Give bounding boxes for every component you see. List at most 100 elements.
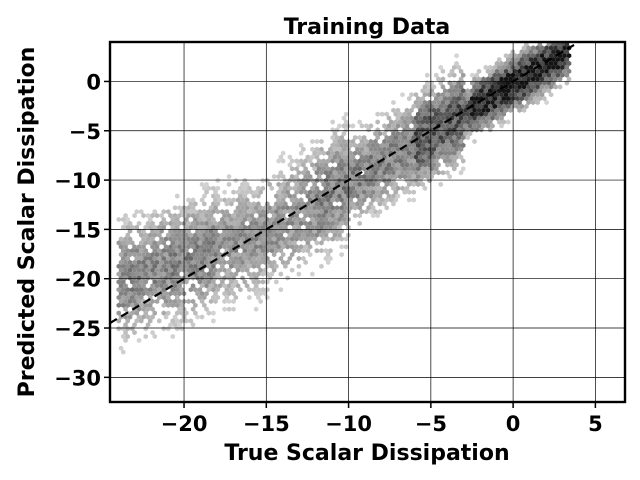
hexbin-cell	[303, 166, 308, 172]
hexbin-cell	[276, 213, 281, 219]
hexbin-cell	[125, 255, 130, 262]
hexbin-cell	[334, 174, 340, 180]
hexbin-cell	[190, 236, 196, 242]
hexbin-cell	[121, 248, 126, 254]
hexbin-cell	[220, 255, 225, 262]
hexbin-cell	[289, 158, 295, 164]
hexbin-cell	[267, 181, 272, 187]
hexbin-cell	[260, 248, 266, 254]
hexbin-cell	[152, 255, 157, 262]
hexbin-cell	[208, 213, 214, 219]
hexbin-cell	[370, 166, 376, 172]
hexbin-cell	[301, 170, 306, 176]
hexbin-cell	[292, 185, 297, 191]
hexbin-cell	[121, 279, 126, 285]
hexbin-cell	[515, 64, 520, 70]
title-group: Training Data	[284, 15, 451, 40]
hexbin-cell	[217, 244, 223, 250]
hexbin-cell	[440, 115, 446, 121]
hexbin-cell	[355, 193, 360, 199]
hexbin-cell	[352, 135, 358, 141]
hexbin-cell	[328, 185, 333, 191]
hexbin-cell	[481, 99, 486, 106]
hexbin-cell	[528, 88, 534, 94]
hexbin-cell	[422, 92, 428, 98]
hexbin-cell	[454, 123, 459, 129]
hexbin-cell	[512, 60, 518, 67]
hexbin-cell	[278, 287, 284, 293]
hexbin-cell	[240, 244, 245, 250]
hexbin-cell	[143, 240, 148, 246]
hexbin-cell	[398, 111, 403, 117]
hexbin-cell	[461, 135, 466, 141]
hexbin-cell	[204, 283, 209, 289]
hexbin-cell	[494, 84, 500, 90]
hexbin-cell	[476, 107, 482, 113]
hexbin-cell	[551, 49, 556, 55]
hexbin-cell	[368, 209, 374, 215]
hexbin-cell	[400, 170, 405, 176]
hexbin-cell	[352, 181, 358, 187]
hexbin-cell	[148, 302, 153, 308]
hexbin-cell	[287, 232, 293, 238]
hexbin-cell	[438, 119, 443, 125]
hexbin-cell	[193, 310, 198, 316]
hexbin-cell	[533, 57, 538, 63]
hexbin-cell	[175, 232, 180, 238]
hexbin-cell	[208, 283, 214, 289]
hexbin-cell	[213, 205, 218, 211]
hexbin-cell	[404, 115, 410, 121]
hexbin-cell	[296, 248, 302, 254]
hexbin-cell	[143, 310, 148, 316]
hexbin-cell	[373, 193, 378, 199]
hexbin-cell	[386, 162, 392, 168]
hexbin-cell	[125, 294, 130, 301]
hexbin-cell	[454, 107, 459, 113]
hexbin-cell	[258, 205, 263, 211]
hexbin-cell	[166, 232, 171, 238]
hexbin-cell	[530, 45, 536, 51]
hexbin-cell	[159, 220, 164, 226]
hexbin-cell	[389, 135, 394, 141]
hexbin-cell	[328, 201, 333, 207]
hexbin-cell	[141, 291, 146, 297]
hexbin-cell	[294, 205, 299, 211]
hexbin-cell	[492, 72, 497, 78]
hexbin-cell	[416, 174, 421, 180]
hexbin-cell	[391, 123, 396, 129]
hexbin-cell	[224, 201, 230, 207]
hexbin-cell	[127, 267, 133, 273]
hexbin-cell	[364, 193, 369, 199]
hexbin-cell	[213, 197, 218, 203]
hexbin-cell	[458, 154, 464, 160]
hexbin-cell	[148, 255, 153, 262]
hexbin-cell	[177, 267, 182, 273]
hexbin-cell	[434, 158, 439, 164]
hexbin-cell	[235, 220, 241, 226]
hexbin-cell	[337, 146, 342, 152]
hexbin-cell	[420, 174, 425, 180]
hexbin-cell	[238, 255, 243, 262]
hexbin-cell	[235, 267, 241, 273]
hexbin-cell	[148, 263, 153, 269]
hexbin-cell	[357, 166, 362, 172]
hexbin-cell	[539, 84, 545, 90]
hexbin-cell	[253, 283, 259, 289]
hexbin-cell	[350, 193, 356, 199]
hexbin-cell	[172, 213, 178, 219]
hexbin-cell	[244, 267, 250, 273]
hexbin-cell	[497, 64, 502, 70]
hexbin-cell	[130, 326, 135, 332]
hexbin-cell	[348, 158, 353, 164]
hexbin-cell	[506, 103, 511, 109]
hexbin-cell	[542, 64, 547, 70]
hexbin-cell	[519, 64, 525, 70]
hexbin-cell	[449, 92, 455, 98]
hexbin-cell	[233, 224, 239, 230]
hexbin-cell	[445, 162, 450, 168]
hexbin-cell	[409, 131, 414, 137]
hexbin-cell	[557, 68, 563, 74]
hexbin-cell	[316, 228, 322, 234]
hexbin-cell	[199, 244, 205, 250]
hexbin-cell	[332, 154, 338, 160]
